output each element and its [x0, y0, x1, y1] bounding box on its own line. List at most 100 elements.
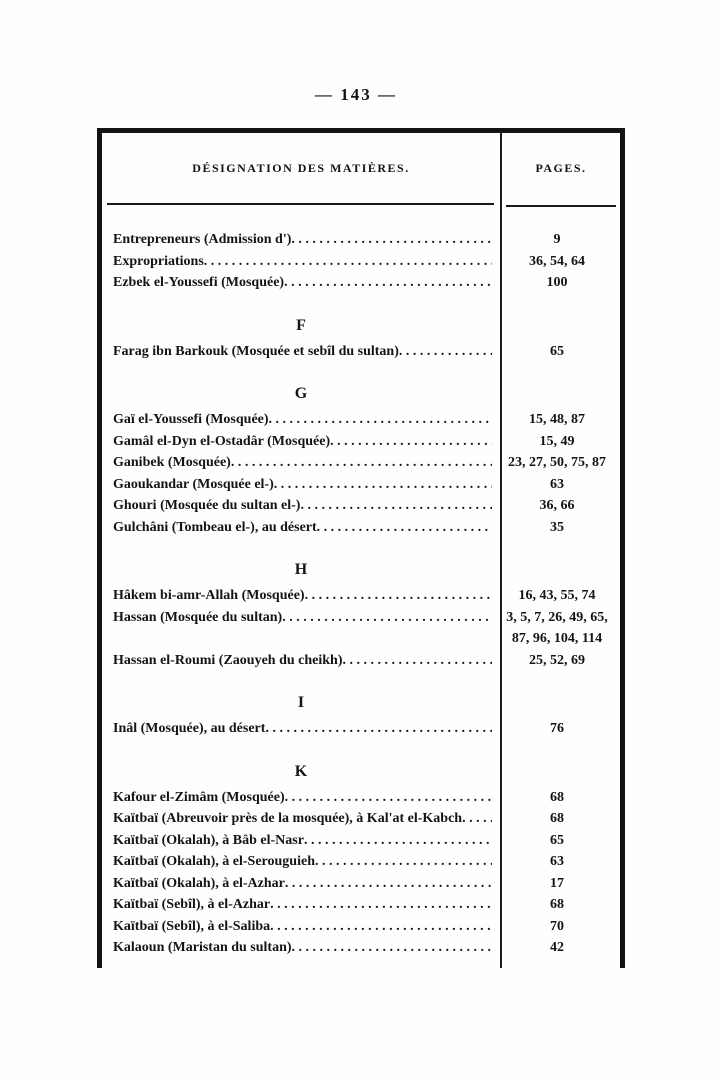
entry-pages: 36, 66	[539, 498, 575, 513]
entry-label: Expropriations	[113, 253, 204, 269]
entry-label: Gulchâni (Tombeau el-), au désert	[113, 519, 317, 535]
section-letter: K	[294, 762, 308, 780]
entry-pages: 15, 48, 87	[528, 412, 585, 427]
dot-leader	[270, 916, 492, 938]
index-row: Gaoukandar (Mosquée el-) 63	[102, 474, 620, 496]
index-row: Gaï el-Youssefi (Mosquée) 15, 48, 87	[102, 409, 620, 431]
entry-pages: 76	[549, 721, 564, 736]
entry-label-cell: Ezbek el-Youssefi (Mosquée)	[102, 272, 494, 294]
entry-pages: 16, 43, 55, 74	[518, 588, 596, 603]
entry-label: Hassan (Mosquée du sultan)	[113, 609, 283, 625]
section-letter: G	[294, 385, 308, 402]
dot-leader	[269, 409, 492, 431]
entry-label-cell: Entrepreneurs (Admission d')	[102, 229, 494, 251]
entry-label: Kaïtbaï (Sebîl), à el-Azhar	[113, 897, 271, 912]
index-row: Hâkem bi-amr-Allah (Mosquée) 16, 43, 55, …	[102, 585, 620, 607]
entry-label-cell: Gulchâni (Tombeau el-), au désert	[102, 517, 494, 539]
entry-label: Kaïtbaï (Abreuvoir près de la mosquée), …	[113, 811, 463, 826]
entry-pages: 3, 5, 7, 26, 49, 65, 87, 96, 104, 114	[506, 609, 608, 647]
index-table: DÉSIGNATION DES MATIÈRES. PAGES. Entrepr…	[97, 128, 625, 968]
header-rule-left	[107, 203, 494, 205]
entry-label-cell: Hâkem bi-amr-Allah (Mosquée)	[102, 585, 494, 607]
entry-label-cell: Inâl (Mosquée), au désert	[102, 718, 494, 740]
index-row: Kaïtbaï (Okalah), à el-Azhar 17	[102, 873, 620, 895]
entry-pages: 36, 54, 64	[528, 253, 585, 269]
entry-label: Kafour el-Zimâm (Mosquée)	[113, 789, 285, 805]
index-row: Kaïtbaï (Sebîl), à el-Azhar 68	[102, 894, 620, 916]
entry-label-cell: Gamâl el-Dyn el-Ostadâr (Mosquée)	[102, 431, 494, 453]
dot-leader	[291, 229, 492, 251]
index-row: Hassan (Mosquée du sultan) 3, 5, 7, 26, 4…	[102, 607, 620, 650]
entry-label-cell: Hassan (Mosquée du sultan)	[102, 607, 494, 629]
index-row: Gamâl el-Dyn el-Ostadâr (Mosquée) 15, 49	[102, 431, 620, 453]
index-row: Kaïtbaï (Sebîl), à el-Saliba 70	[102, 916, 620, 938]
entry-label-cell: Expropriations	[102, 251, 494, 273]
entry-pages: 9	[553, 232, 561, 247]
dot-leader	[274, 474, 492, 496]
dot-leader	[304, 830, 492, 852]
entry-pages: 42	[549, 940, 564, 955]
entry-label: Kaïtbaï (Okalah), à Bâb el-Nasr	[113, 832, 304, 848]
dot-leader	[305, 585, 492, 607]
column-divider	[500, 133, 502, 968]
entry-pages: 63	[549, 476, 564, 492]
table-header: DÉSIGNATION DES MATIÈRES. PAGES.	[102, 133, 620, 203]
index-row: Kafour el-Zimâm (Mosquée) 68	[102, 787, 620, 809]
dot-leader	[462, 808, 492, 830]
entry-label-cell: Kalaoun (Maristan du sultan)	[102, 937, 494, 959]
dot-leader	[204, 251, 492, 273]
entry-label-cell: Farag ibn Barkouk (Mosquée et sebîl du s…	[102, 341, 494, 363]
entry-label-cell: Gaï el-Youssefi (Mosquée)	[102, 409, 494, 431]
index-row: Kaïtbaï (Okalah), à Bâb el-Nasr 65	[102, 830, 620, 852]
entry-pages: 23, 27, 50, 75, 87	[507, 455, 606, 470]
entry-label-cell: Gaoukandar (Mosquée el-)	[102, 474, 494, 496]
entry-pages: 68	[549, 897, 564, 912]
index-row: Gulchâni (Tombeau el-), au désert 35	[102, 517, 620, 539]
entry-pages: 68	[549, 789, 564, 805]
dot-leader	[284, 272, 492, 294]
dot-leader	[265, 718, 491, 740]
index-row: Farag ibn Barkouk (Mosquée et sebîl du s…	[102, 341, 620, 363]
entry-label-cell: Kaïtbaï (Sebîl), à el-Azhar	[102, 894, 494, 916]
header-rule-right	[506, 205, 616, 207]
entry-label: Kalaoun (Maristan du sultan)	[113, 940, 292, 955]
entry-label-cell: Kaïtbaï (Okalah), à el-Azhar	[102, 873, 494, 895]
entry-pages: 100	[546, 275, 568, 290]
index-row: Ghouri (Mosquée du sultan el-) 36, 66	[102, 495, 620, 517]
entry-label: Farag ibn Barkouk (Mosquée et sebîl du s…	[113, 343, 399, 359]
index-row: Entrepreneurs (Admission d') 9	[102, 229, 620, 251]
entry-label-cell: Ganibek (Mosquée)	[102, 452, 494, 474]
entry-label: Ganibek (Mosquée)	[113, 455, 231, 470]
dot-leader	[342, 650, 491, 672]
dot-leader	[330, 431, 492, 453]
entry-pages: 65	[549, 343, 564, 359]
index-row: Inâl (Mosquée), au désert 76	[102, 718, 620, 740]
entry-pages: 35	[549, 519, 564, 535]
index-row: Kalaoun (Maristan du sultan) 42	[102, 937, 620, 959]
dot-leader	[231, 452, 492, 474]
entry-label: Gamâl el-Dyn el-Ostadâr (Mosquée)	[113, 433, 331, 449]
entry-label: Entrepreneurs (Admission d')	[113, 232, 292, 247]
entry-pages: 17	[549, 875, 564, 891]
table-body: Entrepreneurs (Admission d') 9 Expropriati…	[102, 203, 620, 959]
column-header-pages: PAGES.	[535, 161, 587, 175]
entry-pages: 65	[549, 832, 564, 848]
section-letter: I	[297, 694, 305, 711]
index-row: Hassan el-Roumi (Zaouyeh du cheikh) 25, 5…	[102, 650, 620, 672]
entry-pages: 15, 49	[539, 433, 575, 449]
entry-pages: 68	[549, 811, 564, 826]
entry-label: Hassan el-Roumi (Zaouyeh du cheikh)	[113, 652, 343, 668]
entry-label: Kaïtbaï (Sebîl), à el-Saliba	[113, 918, 271, 934]
index-row: Kaïtbaï (Okalah), à el-Serouguieh 63	[102, 851, 620, 873]
dot-leader	[300, 495, 491, 517]
entry-label: Gaoukandar (Mosquée el-)	[113, 476, 274, 492]
entry-label: Ezbek el-Youssefi (Mosquée)	[113, 275, 285, 290]
entry-label-cell: Ghouri (Mosquée du sultan el-)	[102, 495, 494, 517]
entry-label-cell: Kafour el-Zimâm (Mosquée)	[102, 787, 494, 809]
dot-leader	[282, 607, 492, 629]
section-letter: H	[294, 561, 308, 578]
entry-label: Inâl (Mosquée), au désert	[113, 721, 266, 736]
entry-label-cell: Kaïtbaï (Sebîl), à el-Saliba	[102, 916, 494, 938]
entry-pages: 70	[549, 918, 564, 934]
